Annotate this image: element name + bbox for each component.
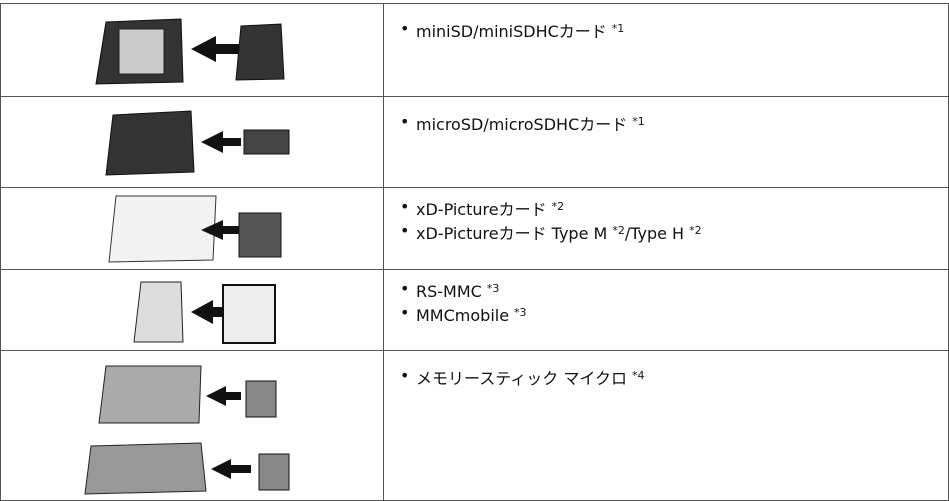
image-cell [1, 188, 384, 270]
text-cell: microSD/microSDHCカード *1 [384, 111, 948, 135]
item-text: RS-MMC [416, 282, 482, 301]
list-item: RS-MMC *3 [400, 278, 948, 302]
list-item: microSD/microSDHCカード *1 [400, 111, 948, 135]
item-text: MMCmobile [416, 306, 510, 325]
table-row: miniSD/miniSDHCカード *1 [0, 3, 949, 97]
image-cell [1, 270, 384, 351]
item-text: xD-Pictureカード [416, 200, 547, 219]
item-text: miniSD/miniSDHCカード [416, 22, 607, 41]
text-cell: xD-Pictureカード *2 xD-Pictureカード Type M *2/T… [384, 196, 948, 244]
illustration [95, 18, 285, 85]
footnote-ref: *2 [689, 224, 702, 237]
table-row: メモリースティック マイクロ *4 [0, 350, 949, 501]
list-item: xD-Pictureカード Type M*2/Type H*2 [400, 220, 948, 244]
illustration [84, 365, 290, 495]
item-text: xD-Pictureカード Type M [416, 224, 608, 243]
list-item: MMCmobile *3 [400, 302, 948, 326]
footnote-ref: *2 [612, 224, 625, 237]
table-row: microSD/microSDHCカード *1 [0, 96, 949, 188]
illustration [133, 281, 276, 344]
item-text: /Type H [624, 224, 685, 243]
image-cell [1, 4, 384, 97]
image-cell [1, 351, 384, 500]
footnote-ref: *3 [486, 282, 500, 295]
illustration [105, 110, 290, 176]
footnote-ref: *4 [632, 369, 645, 382]
text-cell: miniSD/miniSDHCカード *1 [384, 18, 948, 42]
image-cell [1, 97, 384, 188]
footnote-ref: *1 [611, 22, 625, 35]
table-row: RS-MMC *3 MMCmobile *3 [0, 269, 949, 351]
item-text: microSD/microSDHCカード [416, 115, 628, 134]
illustration [108, 195, 282, 263]
text-cell: メモリースティック マイクロ *4 [384, 365, 948, 389]
list-item: xD-Pictureカード *2 [400, 196, 948, 220]
text-cell: RS-MMC *3 MMCmobile *3 [384, 278, 948, 326]
footnote-ref: *1 [632, 115, 645, 128]
footnote-ref: *3 [514, 306, 527, 319]
list-item: メモリースティック マイクロ *4 [400, 365, 948, 389]
table-row: xD-Pictureカード *2 xD-Pictureカード Type M *2/T… [0, 187, 949, 270]
footnote-ref: *2 [551, 200, 565, 213]
list-item: miniSD/miniSDHCカード *1 [400, 18, 948, 42]
item-text: メモリースティック マイクロ [416, 369, 628, 388]
